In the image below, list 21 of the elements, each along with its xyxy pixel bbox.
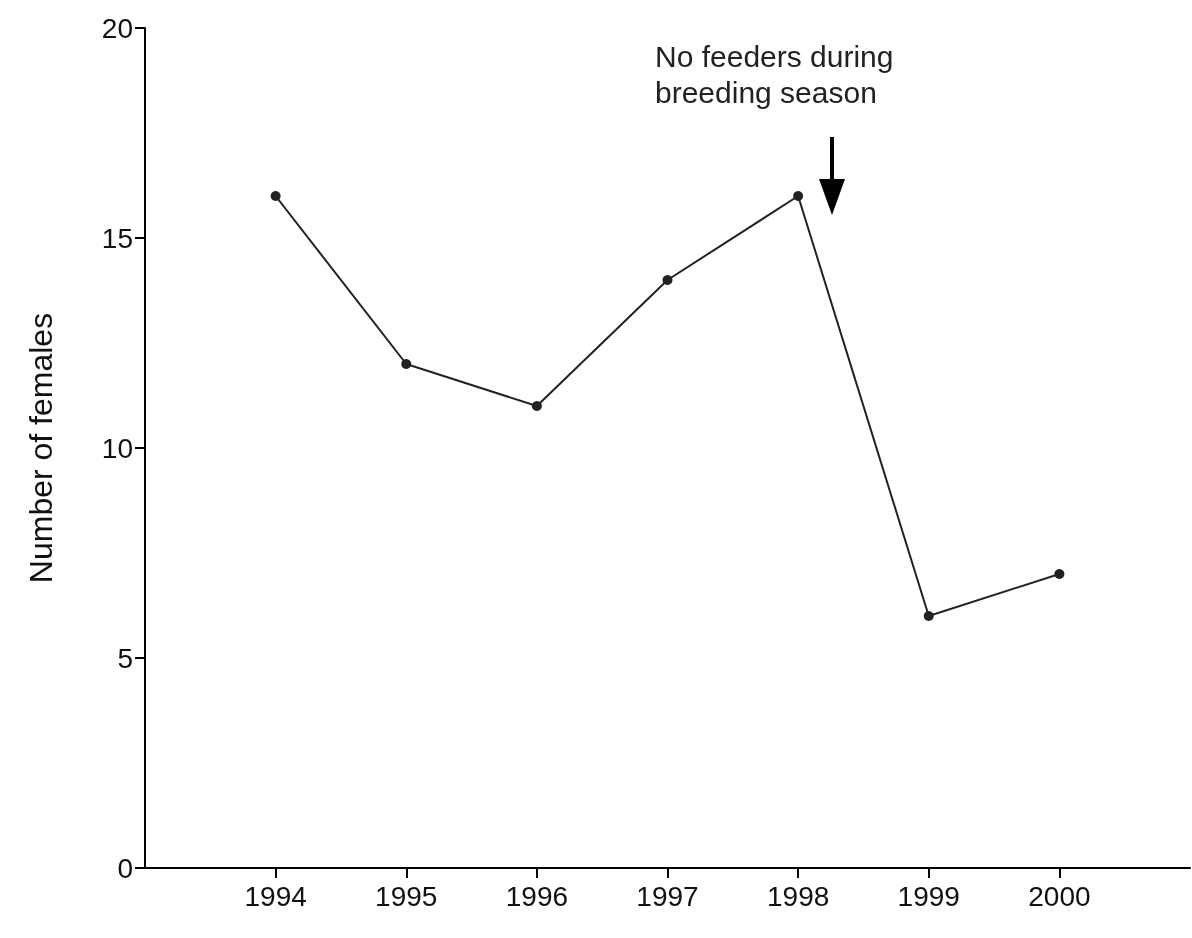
y-tick-label: 10	[101, 432, 133, 464]
x-tick-label: 1996	[505, 880, 569, 912]
x-tick-label: 2000	[1028, 880, 1091, 912]
y-tick-label: 20	[101, 12, 133, 44]
y-tick-label: 15	[101, 222, 133, 254]
point	[923, 611, 934, 621]
y-axis-title: Number of females	[23, 312, 59, 584]
y-tick-label: 0	[117, 852, 133, 884]
point	[531, 401, 542, 411]
point	[401, 359, 412, 369]
annotation: No feeders during breeding season	[655, 39, 902, 109]
x-tick-label: 1995	[375, 880, 438, 912]
x-tick-label: 1994	[244, 880, 307, 912]
x-tick-label: 1999	[897, 880, 960, 912]
point	[793, 191, 804, 201]
point	[662, 275, 673, 285]
point	[270, 191, 281, 201]
x-tick-label: 1997	[636, 880, 699, 912]
point	[1054, 569, 1065, 579]
x-tick-label: 1998	[766, 880, 830, 912]
y-tick-label: 5	[117, 642, 133, 674]
